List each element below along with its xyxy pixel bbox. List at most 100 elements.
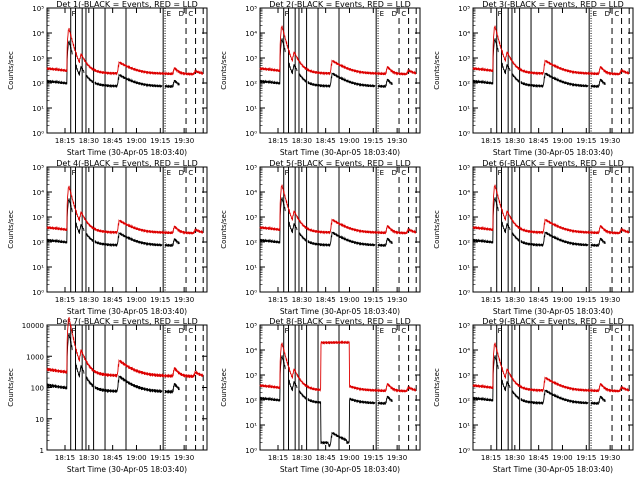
y-tick-label: 10³ — [458, 214, 470, 222]
x-tick-label: 19:30 — [387, 137, 407, 145]
y-tick-label: 10⁴ — [458, 30, 470, 38]
events-series-line — [472, 197, 606, 248]
y-axis-label: Counts/sec — [220, 51, 228, 90]
flag-label-C: C — [401, 169, 406, 177]
events-series-line — [472, 38, 606, 89]
x-tick-label: 18:30 — [79, 296, 99, 304]
y-tick-label: 10⁵ — [32, 5, 44, 13]
x-tick-label: 18:45 — [529, 454, 549, 462]
lld-series-line — [259, 25, 417, 76]
x-axis-label: Start Time (30-Apr-05 18:03:40) — [67, 148, 187, 157]
x-tick-label: 19:30 — [387, 454, 407, 462]
plot-frame — [472, 324, 634, 451]
x-axis-label: Start Time (30-Apr-05 18:03:40) — [493, 307, 613, 316]
y-tick-label: 10⁵ — [458, 322, 470, 330]
y-tick-label: 10³ — [458, 55, 470, 63]
y-tick-label: 10⁵ — [458, 5, 470, 13]
flag-label-D: D — [179, 327, 184, 335]
panel-det-2: Det 2(-BLACK = Events, RED = LLD Counts/s… — [220, 0, 421, 157]
y-tick-label: 10² — [458, 80, 470, 88]
x-tick-label: 18:45 — [316, 137, 336, 145]
x-axis-label: Start Time (30-Apr-05 18:03:40) — [67, 307, 187, 316]
y-tick-label: 10⁴ — [32, 189, 44, 197]
x-tick-label: 18:15 — [55, 137, 75, 145]
y-axis-label: Counts/sec — [7, 368, 15, 407]
x-tick-label: 19:00 — [126, 296, 146, 304]
x-tick-label: 19:00 — [126, 454, 146, 462]
plot-frame — [472, 7, 634, 134]
y-tick-label: 10 — [35, 416, 44, 424]
y-tick-label: 10⁵ — [245, 164, 257, 172]
panel-det-7: Det 7(-BLACK = Events, RED = LLD Counts/s… — [7, 317, 208, 474]
flag-label-F: F — [72, 327, 76, 335]
lld-series-line — [472, 25, 630, 76]
y-tick-label: 10⁴ — [32, 30, 44, 38]
events-series-line — [46, 198, 180, 248]
y-tick-label: 10² — [245, 239, 257, 247]
plot-frame — [259, 324, 421, 451]
flag-label-D: D — [392, 169, 397, 177]
y-tick-label: 10⁰ — [32, 289, 44, 297]
x-tick-label: 19:15 — [150, 454, 170, 462]
x-tick-label: 18:15 — [55, 296, 75, 304]
panel-det-4: Det 4(-BLACK = Events, RED = LLD Counts/s… — [7, 159, 208, 316]
lld-series-line — [259, 340, 417, 393]
x-tick-label: 18:45 — [316, 296, 336, 304]
y-axis-label: Counts/sec — [220, 368, 228, 407]
flag-label-D: D — [605, 10, 610, 18]
y-tick-label: 10² — [245, 397, 257, 405]
x-tick-label: 19:15 — [576, 137, 596, 145]
plot-title: Det 1(-BLACK = Events, RED = LLD — [56, 0, 197, 9]
flag-label-F: F — [72, 10, 76, 18]
x-tick-label: 18:15 — [481, 137, 501, 145]
y-tick-label: 10¹ — [458, 264, 470, 272]
x-tick-label: 19:30 — [174, 137, 194, 145]
x-tick-label: 19:15 — [363, 454, 383, 462]
flag-label-D: D — [605, 169, 610, 177]
y-tick-label: 10⁰ — [458, 289, 470, 297]
lld-series-line — [46, 27, 204, 77]
x-tick-label: 19:00 — [339, 454, 359, 462]
y-tick-label: 100 — [31, 385, 44, 393]
flag-label-E: E — [380, 10, 384, 18]
flag-label-C: C — [188, 169, 193, 177]
flag-label-D: D — [392, 327, 397, 335]
flag-label-C: C — [401, 327, 406, 335]
flag-label-F: F — [285, 327, 289, 335]
panel-det-9: Det 9(-BLACK = Events, RED = LLD Counts/s… — [433, 317, 634, 474]
x-tick-label: 18:30 — [292, 137, 312, 145]
y-tick-label: 10⁴ — [245, 30, 257, 38]
x-axis-label: Start Time (30-Apr-05 18:03:40) — [280, 465, 400, 474]
flag-label-F: F — [498, 327, 502, 335]
x-tick-label: 19:00 — [126, 137, 146, 145]
lld-series-line — [472, 184, 630, 235]
plot-title: Det 7(-BLACK = Events, RED = LLD — [56, 317, 197, 326]
flag-label-F: F — [498, 169, 502, 177]
y-tick-label: 10⁴ — [458, 347, 470, 355]
flag-label-D: D — [605, 327, 610, 335]
x-tick-label: 18:30 — [79, 454, 99, 462]
y-tick-label: 10⁵ — [458, 164, 470, 172]
x-tick-label: 18:15 — [481, 454, 501, 462]
x-tick-label: 19:30 — [387, 296, 407, 304]
y-tick-label: 10⁴ — [245, 189, 257, 197]
flag-label-C: C — [614, 10, 619, 18]
plot-title: Det 9(-BLACK = Events, RED = LLD — [482, 317, 623, 326]
x-tick-label: 19:30 — [600, 454, 620, 462]
x-tick-label: 18:45 — [103, 454, 123, 462]
x-tick-label: 18:30 — [505, 454, 525, 462]
flag-label-C: C — [188, 327, 193, 335]
y-tick-label: 10³ — [32, 55, 44, 63]
flag-label-D: D — [179, 169, 184, 177]
x-tick-label: 19:15 — [363, 137, 383, 145]
x-axis-label: Start Time (30-Apr-05 18:03:40) — [67, 465, 187, 474]
y-tick-label: 10¹ — [245, 264, 257, 272]
lld-series-line — [46, 317, 204, 379]
y-tick-label: 10¹ — [458, 105, 470, 113]
x-tick-label: 18:15 — [268, 296, 288, 304]
y-tick-label: 10² — [458, 397, 470, 405]
flag-label-D: D — [179, 10, 184, 18]
x-axis-label: Start Time (30-Apr-05 18:03:40) — [280, 148, 400, 157]
events-series-line — [259, 197, 393, 248]
